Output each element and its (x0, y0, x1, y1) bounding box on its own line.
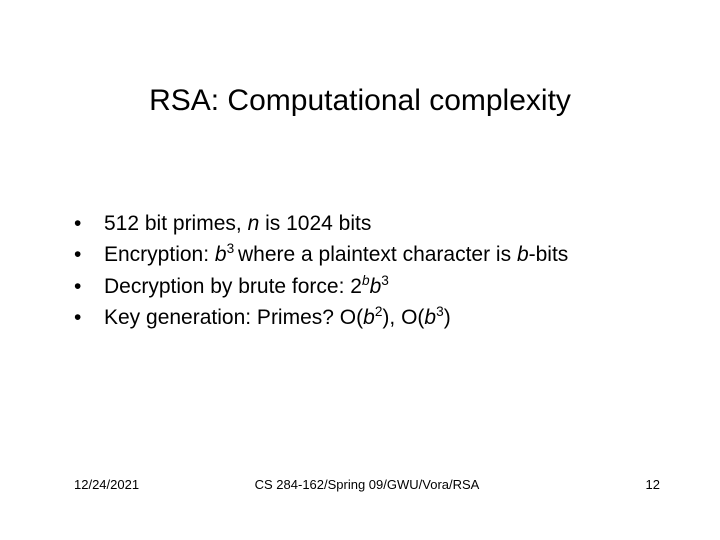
variable: b (215, 243, 227, 266)
text-fragment: where a plaintext character is (238, 243, 517, 266)
bullet-mark: • (74, 210, 104, 238)
text-fragment: Key generation: Primes? O( (104, 306, 363, 329)
text-fragment: Decryption by brute force: 2 (104, 275, 362, 298)
slide-title: RSA: Computational complexity (0, 84, 720, 118)
bullet-text: Decryption by brute force: 2bb3 (104, 273, 660, 301)
bullet-text: Key generation: Primes? O(b2), O(b3) (104, 304, 660, 332)
bullet-mark: • (74, 304, 104, 332)
text-fragment: -bits (529, 243, 569, 266)
variable: b (370, 275, 382, 298)
slide-footer: 12/24/2021 CS 284-162/Spring 09/GWU/Vora… (74, 477, 660, 492)
variable: b (517, 243, 529, 266)
variable: n (248, 212, 260, 235)
bullet-mark: • (74, 241, 104, 269)
bullet-text: Encryption: b3 where a plaintext charact… (104, 241, 660, 269)
text-fragment: Encryption: (104, 243, 215, 266)
bullet-item: • Decryption by brute force: 2bb3 (74, 273, 660, 301)
bullet-item: • Encryption: b3 where a plaintext chara… (74, 241, 660, 269)
bullet-item: • 512 bit primes, n is 1024 bits (74, 210, 660, 238)
footer-page-number: 12 (646, 477, 660, 492)
text-fragment: ) (444, 306, 451, 329)
text-fragment: ), O( (382, 306, 424, 329)
bullet-mark: • (74, 273, 104, 301)
superscript: 3 (381, 273, 389, 288)
variable: b (424, 306, 436, 329)
superscript-variable: b (362, 273, 370, 288)
bullet-text: 512 bit primes, n is 1024 bits (104, 210, 660, 238)
bullet-list: • 512 bit primes, n is 1024 bits • Encry… (74, 210, 660, 335)
bullet-item: • Key generation: Primes? O(b2), O(b3) (74, 304, 660, 332)
slide: RSA: Computational complexity • 512 bit … (0, 0, 720, 540)
superscript: 3 (227, 241, 238, 256)
text-fragment: is 1024 bits (259, 212, 371, 235)
footer-course: CS 284-162/Spring 09/GWU/Vora/RSA (74, 477, 660, 492)
variable: b (363, 306, 375, 329)
text-fragment: 512 bit primes, (104, 212, 248, 235)
footer-date: 12/24/2021 (74, 477, 139, 492)
superscript: 3 (436, 304, 444, 319)
